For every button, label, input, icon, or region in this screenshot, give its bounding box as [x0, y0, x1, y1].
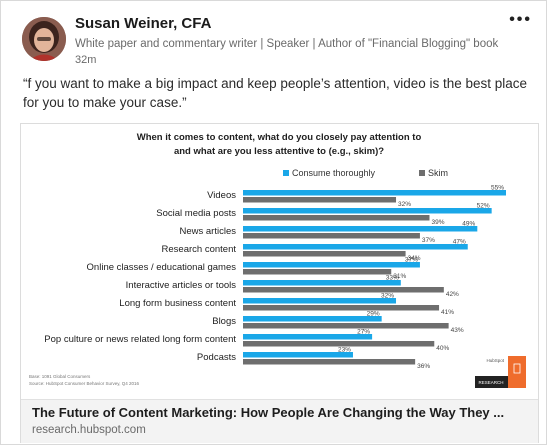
value-label-consume: 33% — [386, 275, 399, 282]
post-text: “f you want to make a big impact and kee… — [23, 76, 528, 110]
value-label-consume: 29% — [367, 311, 380, 318]
bar-consume — [243, 316, 382, 322]
card-domain: research.hubspot.com — [32, 424, 146, 436]
bar-skim — [243, 287, 444, 293]
bar-consume — [243, 298, 397, 304]
post-timestamp: 32m — [75, 54, 97, 66]
bar-consume — [243, 352, 353, 358]
bar-consume — [243, 280, 401, 286]
chart-source-note: Source: HubSpot Consumer Behavior Survey… — [29, 381, 139, 386]
category-label: Long form business content — [119, 298, 236, 309]
hubspot-brand-text: HubSpot — [486, 358, 504, 363]
category-label: Videos — [207, 190, 236, 201]
chart-image: When it comes to content, what do you cl… — [21, 124, 538, 399]
category-label: Pop culture or news related long form co… — [44, 334, 236, 345]
category-label: Research content — [162, 244, 237, 255]
value-label-skim: 40% — [436, 345, 449, 352]
hubspot-badge-orange — [508, 356, 526, 388]
category-label: News articles — [180, 226, 237, 237]
value-label-skim: 37% — [422, 237, 435, 244]
value-label-consume: 27% — [357, 329, 370, 336]
chart-source-base: Base: 1091 Global Consumers — [29, 374, 91, 379]
value-label-skim: 31% — [393, 273, 406, 280]
value-label-skim: 32% — [398, 201, 411, 208]
value-label-consume: 23% — [338, 347, 351, 354]
author-name[interactable]: Susan Weiner, CFA — [75, 15, 212, 32]
more-horizontal-icon[interactable]: ••• — [509, 11, 532, 28]
bar-consume — [243, 262, 420, 268]
category-label: Interactive articles or tools — [126, 280, 237, 291]
chart-title-line-1: When it comes to content, what do you cl… — [137, 132, 422, 143]
value-label-skim: 43% — [451, 327, 464, 334]
bar-consume — [243, 244, 468, 250]
bar-skim — [243, 359, 416, 365]
value-label-skim: 42% — [446, 291, 459, 298]
card-title[interactable]: The Future of Content Marketing: How Peo… — [32, 405, 505, 420]
bar-skim — [243, 323, 449, 329]
value-label-consume: 55% — [491, 185, 504, 192]
bar-skim — [243, 269, 392, 275]
bar-consume — [243, 226, 478, 232]
bar-skim — [243, 341, 435, 347]
category-label: Blogs — [212, 316, 236, 327]
research-doc-icon — [513, 363, 521, 374]
bar-skim — [243, 305, 440, 311]
value-label-consume: 32% — [381, 293, 394, 300]
chart-title-line-2: and what are you less attentive to (e.g.… — [174, 146, 384, 157]
bar-consume — [243, 334, 373, 340]
legend-label-consume: Consume thoroughly — [292, 168, 376, 178]
avatar[interactable] — [22, 17, 66, 61]
category-label: Online classes / educational games — [87, 262, 237, 273]
value-label-consume: 37% — [405, 257, 418, 264]
category-label: Podcasts — [197, 352, 236, 363]
category-label: Social media posts — [156, 208, 236, 219]
card-footer[interactable]: The Future of Content Marketing: How Peo… — [21, 399, 538, 443]
value-label-consume: 52% — [477, 203, 490, 210]
bar-skim — [243, 197, 397, 203]
value-label-skim: 36% — [417, 363, 430, 370]
bar-consume — [243, 208, 492, 214]
bar-skim — [243, 215, 430, 221]
bar-skim — [243, 251, 406, 257]
legend-label-skim: Skim — [428, 168, 448, 178]
value-label-skim: 41% — [441, 309, 454, 316]
author-headline: White paper and commentary writer | Spea… — [75, 38, 499, 50]
link-preview-card[interactable]: When it comes to content, what do you cl… — [20, 123, 539, 443]
bar-skim — [243, 233, 420, 239]
bar-consume — [243, 190, 506, 196]
avatar-photo — [22, 17, 66, 61]
value-label-consume: 49% — [462, 221, 475, 228]
research-badge-label: RESEARCH — [478, 380, 503, 385]
legend-swatch-skim — [419, 170, 425, 176]
bar-chart: When it comes to content, what do you cl… — [29, 132, 526, 388]
research-badge — [475, 376, 508, 388]
legend-swatch-consume — [283, 170, 289, 176]
value-label-skim: 34% — [408, 255, 421, 262]
value-label-skim: 39% — [431, 219, 444, 226]
value-label-consume: 47% — [453, 239, 466, 246]
